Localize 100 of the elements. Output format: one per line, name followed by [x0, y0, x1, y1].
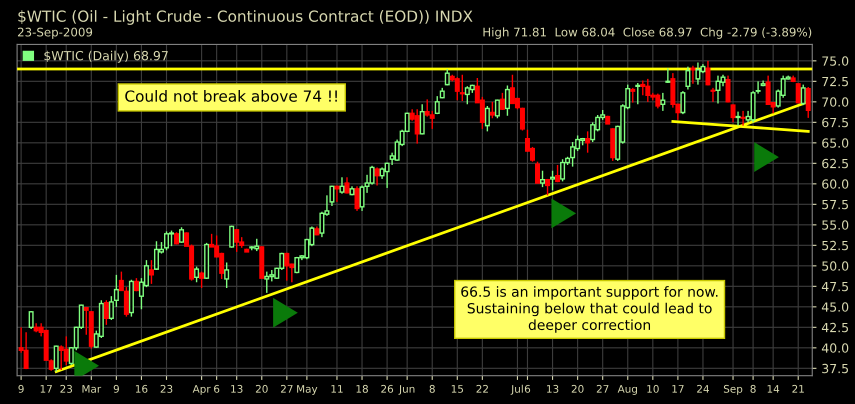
- candlestick: [329, 184, 334, 207]
- candlestick: [630, 87, 636, 104]
- candlestick: [374, 166, 380, 186]
- candlestick: [740, 110, 746, 126]
- x-tick-label: Jul: [510, 384, 523, 395]
- candlestick: [229, 224, 234, 248]
- candlestick: [800, 84, 806, 106]
- candlestick: [54, 344, 59, 372]
- x-tick-label: 23: [60, 384, 72, 393]
- candlestick: [660, 92, 666, 112]
- x-tick-label: 26: [381, 384, 394, 393]
- candlestick: [444, 68, 450, 86]
- candlestick: [545, 178, 550, 196]
- candlestick: [504, 84, 510, 116]
- x-tick-label: 6: [214, 384, 220, 393]
- candlestick: [339, 176, 344, 194]
- x-tick-label: 27: [280, 384, 293, 393]
- x-tick-label: 11: [331, 385, 343, 393]
- x-tick-label: May: [297, 385, 318, 395]
- chart-title: $WTIC (Oil - Light Crude - Continuous Contract (EOD)) INDX: [18, 10, 473, 25]
- annotation: 66.5 is an important support for now. Sustaining below that could lead to deeper correction: [461, 286, 718, 333]
- y-tick-label: 72.5: [822, 76, 848, 86]
- text: High 71.81 Low 68.04 Close 68.97 Chg -2.79 (-3.89%): [483, 27, 812, 39]
- x-tick-label: 10: [647, 384, 659, 393]
- candlestick: [354, 186, 360, 212]
- x-tick-label: 9: [18, 384, 24, 393]
- y-tick-label: 67.5: [822, 118, 848, 128]
- candlestick: [680, 90, 686, 115]
- candlestick: [726, 74, 731, 104]
- candlestick: [540, 170, 546, 188]
- candlestick: [535, 161, 540, 184]
- candlestick: [484, 105, 490, 132]
- candlestick: [350, 186, 355, 196]
- x-tick-label: 16: [136, 384, 148, 393]
- candlestick: [28, 310, 34, 330]
- y-tick-label: 65.0: [822, 138, 848, 148]
- x-tick-label: Apr: [192, 385, 211, 395]
- x-tick-label: 6: [524, 384, 530, 393]
- candlestick: [199, 270, 204, 289]
- x-tick-label: 22: [476, 384, 488, 393]
- candlestick: [500, 92, 505, 111]
- y-tick-label: 42.5: [822, 322, 848, 332]
- candlestick: [730, 104, 736, 124]
- candlestick: [134, 277, 139, 292]
- candlestick: [334, 184, 340, 203]
- annotation: Could not break above 74 !!: [125, 90, 337, 102]
- x-tick-label: 13: [547, 384, 558, 393]
- candlestick: [555, 164, 560, 183]
- x-tick-label: 20: [572, 384, 584, 393]
- candlestick: [710, 87, 716, 103]
- candlestick: [148, 259, 154, 285]
- x-tick-label: 13: [231, 384, 242, 393]
- candlestick: [420, 104, 425, 136]
- y-tick-label: 57.5: [822, 200, 848, 210]
- candlestick: [194, 266, 200, 283]
- candlestick: [585, 130, 590, 154]
- y-tick-label: 62.5: [822, 158, 848, 168]
- legend-label: $WTIC (Daily) 68.97: [44, 50, 168, 63]
- candlestick: [344, 176, 350, 194]
- x-tick-label: 8: [750, 384, 756, 393]
- y-tick-label: 55.0: [822, 220, 848, 230]
- x-tick-label: 23: [160, 384, 172, 393]
- candlestick: [490, 101, 495, 119]
- x-tick-label: 15: [452, 385, 464, 393]
- x-tick-label: 24: [697, 384, 709, 393]
- y-tick-label: 50.0: [822, 261, 848, 271]
- candlestick: [685, 66, 690, 90]
- candlestick: [84, 306, 89, 336]
- y-tick-label: 47.5: [822, 282, 848, 292]
- candlestick: [736, 110, 741, 126]
- y-tick-label: 40.0: [822, 343, 848, 353]
- y-tick-label: 52.5: [822, 240, 848, 250]
- x-tick-label: 17: [672, 385, 684, 393]
- x-tick-label: Jun: [398, 385, 414, 395]
- candlestick: [665, 68, 670, 84]
- y-tick-label: 75.0: [822, 56, 848, 66]
- x-tick-label: 8: [430, 384, 435, 393]
- candlestick: [174, 232, 180, 246]
- candlestick: [224, 262, 230, 289]
- x-tick-label: 27: [596, 384, 608, 393]
- candlestick: [434, 95, 440, 115]
- candlestick: [494, 98, 500, 119]
- x-tick-label: Aug: [618, 385, 637, 395]
- x-tick-label: Sep: [724, 384, 742, 395]
- y-tick-label: 70.0: [822, 97, 848, 107]
- chart-subtitle: 23-Sep-2009: [18, 28, 92, 39]
- candlestick: [179, 226, 184, 244]
- candlestick: [806, 86, 811, 119]
- candlestick: [635, 82, 640, 105]
- x-tick-label: 21: [792, 384, 804, 393]
- candlestick: [690, 65, 696, 84]
- y-tick-label: 37.5: [822, 364, 848, 374]
- candlestick: [705, 60, 710, 86]
- x-tick-label: 17: [40, 385, 52, 393]
- y-tick-label: 45.0: [822, 302, 848, 312]
- candlestick: [550, 170, 556, 192]
- x-tick-label: 18: [356, 384, 368, 393]
- x-tick-label: 9: [114, 384, 119, 393]
- x-tick-label: Mar: [82, 385, 102, 393]
- candlestick: [796, 83, 801, 104]
